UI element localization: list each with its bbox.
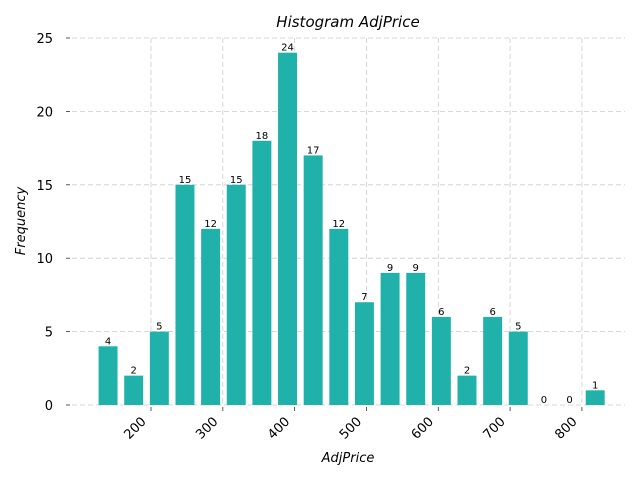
bar-value-label: 2 [131, 366, 137, 377]
histogram-bar [226, 184, 246, 405]
x-tick-label: 800 [552, 414, 580, 442]
y-tick-label: 25 [36, 32, 53, 47]
x-tick-label: 200 [121, 414, 149, 442]
bar-value-label: 6 [489, 307, 495, 318]
bar-value-label: 7 [361, 292, 367, 303]
bar-labels: 4 2 5 15 12 15 18 24 17 12 7 9 9 6 2 6 5 0 0 1 [105, 43, 599, 406]
histogram-bar [431, 316, 451, 405]
bar-value-label: 0 [541, 395, 547, 406]
y-tick-label: 20 [36, 105, 53, 120]
histogram-bar [329, 228, 349, 405]
bar-value-label: 12 [332, 219, 345, 230]
bar-value-label: 0 [566, 395, 572, 406]
bar-value-label: 24 [281, 43, 294, 54]
x-tick-label: 400 [265, 414, 293, 442]
bar-value-label: 6 [438, 307, 444, 318]
histogram-bar [354, 302, 374, 405]
histogram-bar [508, 331, 528, 405]
histogram-bar [483, 316, 503, 405]
bar-value-label: 18 [256, 131, 269, 142]
bar-value-label: 9 [387, 263, 393, 274]
x-axis: 200 300 400 500 600 700 800 [121, 407, 583, 443]
bar-value-label: 15 [179, 175, 192, 186]
histogram-bar [149, 331, 169, 405]
bar-value-label: 1 [592, 380, 598, 391]
x-tick-label: 500 [337, 414, 365, 442]
histogram-bar [457, 375, 477, 405]
histogram-bar [585, 390, 605, 405]
bar-value-label: 5 [515, 322, 521, 333]
chart-title: Histogram AdjPrice [276, 13, 419, 31]
y-axis: 0 5 10 15 20 25 [36, 32, 70, 414]
y-tick-label: 15 [36, 179, 53, 194]
bar-value-label: 15 [230, 175, 243, 186]
bar-value-label: 17 [307, 145, 320, 156]
x-axis-label: AdjPrice [321, 451, 375, 466]
y-tick-label: 10 [36, 252, 53, 267]
histogram-bar [406, 272, 426, 405]
histogram-bar [380, 272, 400, 405]
bar-value-label: 5 [156, 322, 162, 333]
x-tick-label: 700 [481, 414, 509, 442]
x-tick-label: 600 [409, 414, 437, 442]
histogram-bar [303, 155, 323, 405]
histogram-bar [252, 140, 272, 405]
histogram-bar [201, 228, 221, 405]
bar-value-label: 4 [105, 336, 111, 347]
y-tick-label: 5 [45, 326, 53, 341]
bar-value-label: 2 [464, 366, 470, 377]
histogram-bar [98, 346, 118, 405]
x-tick-label: 300 [193, 414, 221, 442]
histogram-bar [278, 52, 298, 406]
bars [98, 52, 605, 406]
bar-value-label: 9 [413, 263, 419, 274]
histogram-bar [175, 184, 195, 405]
y-axis-label: Frequency [14, 186, 29, 255]
y-tick-label: 0 [45, 399, 53, 414]
histogram-bar [124, 375, 144, 405]
bar-value-label: 12 [204, 219, 217, 230]
